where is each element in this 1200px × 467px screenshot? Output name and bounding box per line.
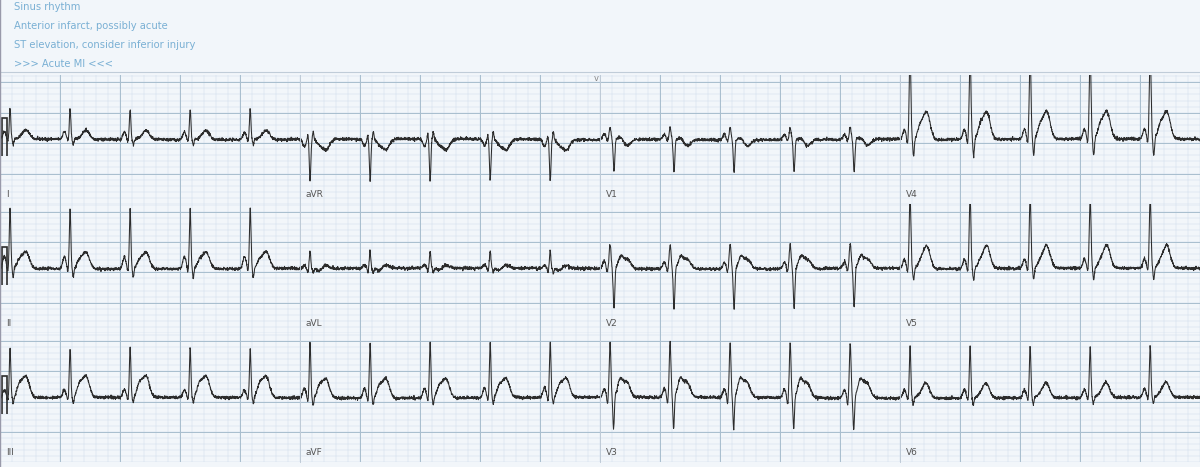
Text: aVF: aVF bbox=[306, 448, 323, 457]
Text: I: I bbox=[6, 190, 8, 199]
Text: V4: V4 bbox=[906, 190, 918, 199]
Text: V6: V6 bbox=[906, 448, 918, 457]
Text: aVL: aVL bbox=[306, 319, 323, 328]
Text: Sinus rhythm: Sinus rhythm bbox=[14, 2, 80, 12]
Text: v: v bbox=[594, 74, 599, 83]
Text: V3: V3 bbox=[606, 448, 618, 457]
Text: V1: V1 bbox=[606, 190, 618, 199]
Text: >>> Acute MI <<<: >>> Acute MI <<< bbox=[14, 59, 114, 69]
Text: V2: V2 bbox=[606, 319, 618, 328]
Text: II: II bbox=[6, 319, 11, 328]
Text: Anterior infarct, possibly acute: Anterior infarct, possibly acute bbox=[14, 21, 168, 31]
Text: V5: V5 bbox=[906, 319, 918, 328]
Text: ST elevation, consider inferior injury: ST elevation, consider inferior injury bbox=[14, 40, 196, 50]
Text: III: III bbox=[6, 448, 14, 457]
Text: aVR: aVR bbox=[306, 190, 324, 199]
